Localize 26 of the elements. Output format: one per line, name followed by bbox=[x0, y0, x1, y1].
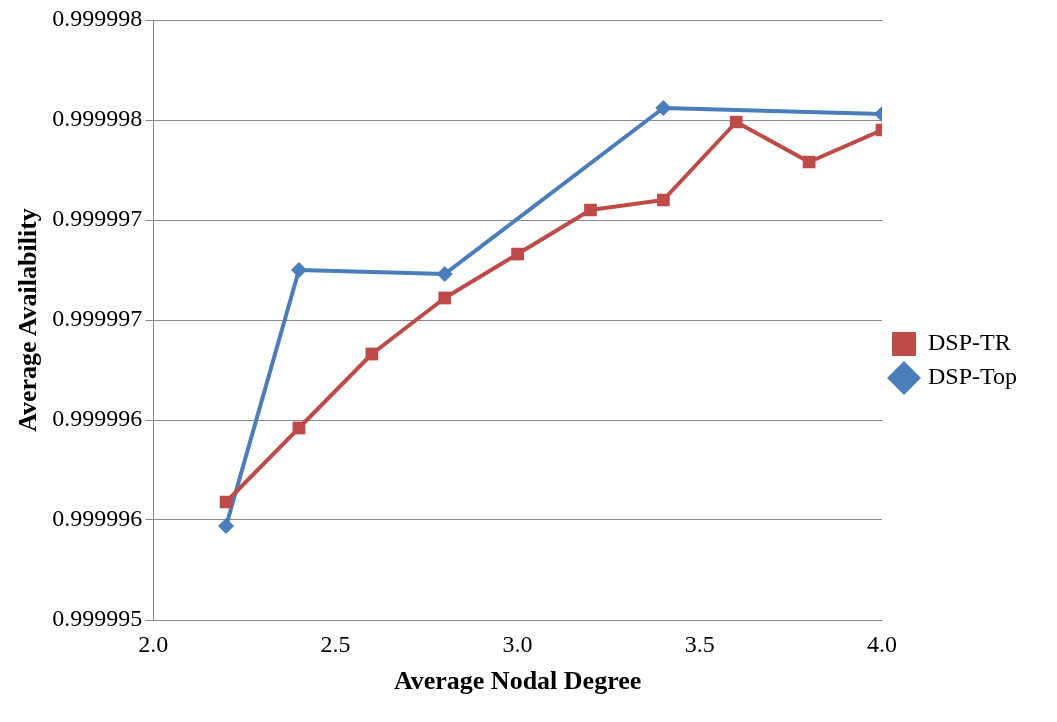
y-tick-label: 0.999997 bbox=[52, 305, 143, 332]
point bbox=[655, 100, 672, 116]
point bbox=[511, 247, 524, 261]
point bbox=[438, 291, 452, 305]
point bbox=[436, 266, 453, 282]
point bbox=[290, 262, 307, 278]
y-tick-label: 0.999996 bbox=[52, 405, 143, 432]
x-tick-label: 3.0 bbox=[502, 630, 533, 657]
x-tick-label: 4.0 bbox=[867, 630, 897, 657]
legend-label: DSP-Top bbox=[928, 363, 1018, 390]
point bbox=[656, 193, 670, 207]
x-tick-label: 2.5 bbox=[320, 630, 351, 657]
y-tick-label: 0.999997 bbox=[52, 205, 143, 232]
x-tick-label: 3.5 bbox=[684, 630, 715, 657]
y-tick-label: 0.999995 bbox=[52, 605, 143, 632]
y-tick-label: 0.999998 bbox=[52, 105, 143, 132]
point bbox=[584, 203, 597, 217]
point bbox=[729, 115, 743, 129]
y-axis-title: Average Availability bbox=[13, 208, 43, 432]
legend-label: DSP-TR bbox=[928, 329, 1011, 356]
point bbox=[365, 347, 379, 361]
y-tick-label: 0.999998 bbox=[52, 5, 143, 32]
x-axis-title: Average Nodal Degree bbox=[393, 666, 642, 696]
y-tick-label: 0.999996 bbox=[52, 505, 143, 532]
x-tick-label: 2.0 bbox=[138, 630, 169, 657]
point bbox=[218, 518, 235, 534]
